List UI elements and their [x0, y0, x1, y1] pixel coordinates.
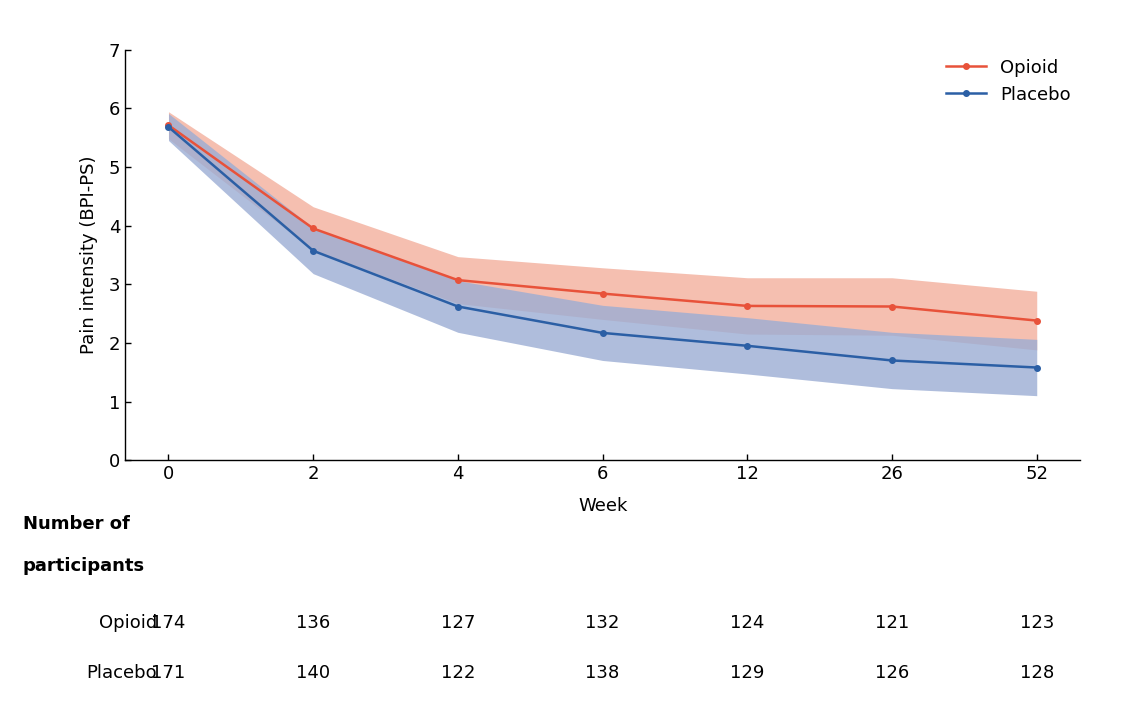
Text: 129: 129 [730, 663, 764, 682]
Text: Number of: Number of [23, 515, 130, 533]
Text: 123: 123 [1020, 614, 1054, 632]
Text: 171: 171 [151, 663, 185, 682]
Text: 127: 127 [441, 614, 475, 632]
Text: 121: 121 [874, 614, 910, 632]
Opioid [451, 276, 465, 285]
Line: Opioid: Opioid [166, 122, 1039, 324]
Line: Placebo: Placebo [166, 124, 1039, 370]
Text: 174: 174 [151, 614, 185, 632]
Opioid [306, 224, 319, 233]
Text: Placebo: Placebo [86, 663, 157, 682]
Placebo [886, 356, 899, 365]
Opioid [740, 302, 754, 310]
Text: 124: 124 [730, 614, 764, 632]
Text: participants: participants [23, 557, 144, 576]
Placebo [451, 302, 465, 311]
Placebo [740, 341, 754, 350]
Text: 126: 126 [874, 663, 910, 682]
Text: 128: 128 [1020, 663, 1054, 682]
Text: 122: 122 [441, 663, 475, 682]
Legend: Opioid, Placebo: Opioid, Placebo [946, 59, 1071, 103]
Text: 136: 136 [296, 614, 331, 632]
Text: Opioid: Opioid [99, 614, 157, 632]
Opioid [596, 290, 609, 298]
Opioid [161, 121, 175, 130]
Text: 138: 138 [586, 663, 620, 682]
Opioid [1030, 316, 1044, 325]
Placebo [596, 329, 609, 337]
Text: 132: 132 [586, 614, 620, 632]
Text: 140: 140 [296, 663, 330, 682]
Placebo [1030, 363, 1044, 372]
Y-axis label: Pain intensity (BPI-PS): Pain intensity (BPI-PS) [80, 156, 98, 354]
Opioid [886, 302, 899, 311]
Placebo [306, 246, 319, 255]
Placebo [161, 122, 175, 131]
X-axis label: Week: Week [578, 497, 628, 515]
